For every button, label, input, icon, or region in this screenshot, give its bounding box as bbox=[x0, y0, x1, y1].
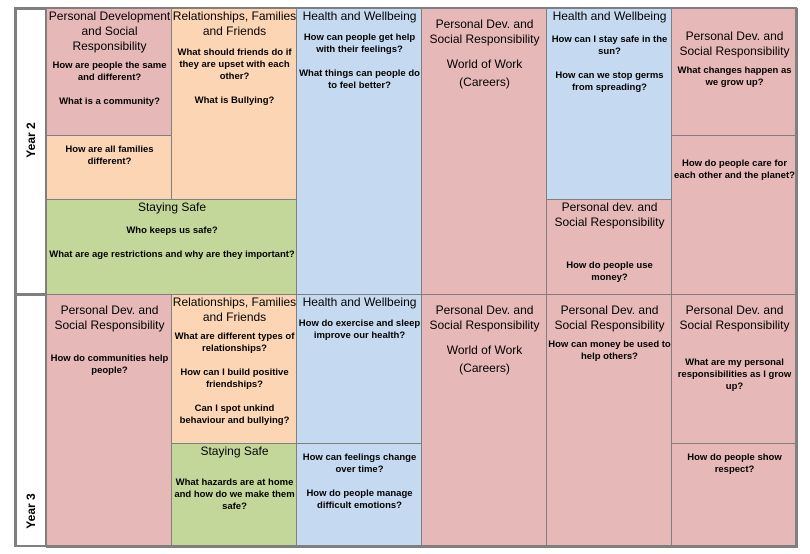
topic-cell: Staying Safe Who keeps us safe? What are a… bbox=[46, 199, 298, 296]
topic-title: Relationships, Families and Friends bbox=[172, 9, 297, 38]
topic-cell: How do people care for each other and th… bbox=[671, 135, 798, 296]
topic-cell: Health and Wellbeing How do exercise and … bbox=[296, 294, 423, 445]
topic-cell: Staying Safe What hazards are at home and… bbox=[171, 443, 298, 548]
topic-question: What things can people do to feel better… bbox=[299, 68, 420, 91]
topic-cell: How do people show respect? bbox=[671, 443, 798, 548]
topic-subtitle: World of Work (Careers) bbox=[446, 57, 523, 89]
topic-title: Personal dev. and Social Responsibility bbox=[554, 200, 665, 229]
topic-title: Personal Development and Social Responsi… bbox=[48, 9, 171, 53]
topic-question: How do people show respect? bbox=[687, 452, 782, 475]
row-label: Year 3 bbox=[15, 294, 47, 547]
topic-cell: Personal Dev. and Social Responsibility W… bbox=[421, 294, 548, 548]
topic-question: What changes happen as we grow up? bbox=[677, 65, 792, 88]
topic-cell: Health and Wellbeing How can people get h… bbox=[296, 8, 423, 296]
topic-question: How do exercise and sleep improve our he… bbox=[298, 318, 421, 341]
topic-question: How do people care for each other and th… bbox=[674, 158, 795, 181]
topic-cell: Personal Dev. and Social Responsibility H… bbox=[46, 294, 173, 548]
topic-question: What hazards are at home and how do we m… bbox=[174, 477, 295, 512]
topic-question: How are all families different? bbox=[65, 144, 154, 167]
topic-question: What are different types of relationship… bbox=[174, 331, 295, 354]
topic-cell: Personal Dev. and Social Responsibility W… bbox=[671, 294, 798, 445]
topic-title: Health and Wellbeing bbox=[302, 9, 417, 23]
topic-title: Personal Dev. and Social Responsibility bbox=[679, 29, 790, 58]
topic-cell: Personal Dev. and Social Responsibility W… bbox=[421, 8, 548, 296]
topic-cell: Relationships, Families and Friends What … bbox=[171, 8, 298, 201]
topic-question: What are age restrictions and why are th… bbox=[49, 249, 295, 260]
row-label: Year 2 bbox=[15, 8, 47, 295]
year-label: Year 3 bbox=[24, 493, 38, 529]
topic-subtitle: World of Work (Careers) bbox=[446, 343, 523, 375]
topic-question: Can I spot unkind behaviour and bullying… bbox=[179, 403, 290, 426]
topic-question: How can people get help with their feeli… bbox=[303, 32, 416, 55]
topic-question: What should friends do if they are upset… bbox=[177, 47, 292, 82]
topic-title: Staying Safe bbox=[200, 444, 269, 458]
topic-title: Personal Dev. and Social Responsibility bbox=[429, 303, 540, 332]
topic-title: Relationships, Families and Friends bbox=[172, 295, 297, 324]
topic-cell: Personal Development and Social Responsi… bbox=[46, 8, 173, 137]
topic-question: How can feelings change over time? bbox=[302, 452, 417, 475]
topic-title: Health and Wellbeing bbox=[302, 295, 417, 309]
topic-question: How do communities help people? bbox=[50, 353, 169, 376]
topic-question: How can I build positive friendships? bbox=[180, 367, 289, 390]
topic-title: Health and Wellbeing bbox=[552, 9, 667, 23]
topic-title: Staying Safe bbox=[137, 200, 207, 214]
topic-question: How are people the same and different? bbox=[52, 60, 167, 83]
topic-title: Personal Dev. and Social Responsibility bbox=[554, 303, 665, 332]
topic-cell: Personal Dev. and Social Responsibility H… bbox=[546, 294, 673, 548]
topic-cell: How can feelings change over time? How do… bbox=[296, 443, 423, 548]
topic-question: How can I stay safe in the sun? bbox=[551, 34, 668, 57]
topic-question: What are my personal responsibilities as… bbox=[677, 357, 792, 392]
topic-question: How can we stop germs from spreading? bbox=[555, 70, 664, 93]
topic-cell: Personal Dev. and Social Responsibility W… bbox=[671, 8, 798, 137]
year-label: Year 2 bbox=[24, 122, 38, 158]
topic-question: What is Bullying? bbox=[194, 95, 275, 106]
topic-question: How can money be used to help others? bbox=[548, 339, 671, 362]
topic-question: How do people use money? bbox=[566, 260, 653, 283]
topic-cell: Personal dev. and Social Responsibility H… bbox=[546, 199, 673, 296]
topic-question: Who keeps us safe? bbox=[126, 225, 218, 236]
topic-cell: Relationships, Families and Friends What … bbox=[171, 294, 298, 445]
topic-cell: How are all families different? bbox=[46, 135, 173, 201]
topic-cell: Health and Wellbeing How can I stay safe … bbox=[546, 8, 673, 201]
topic-question: What is a community? bbox=[59, 96, 160, 107]
topic-question: How do people manage difficult emotions? bbox=[306, 488, 413, 511]
topic-title: Personal Dev. and Social Responsibility bbox=[679, 303, 790, 332]
topic-title: Personal Dev. and Social Responsibility bbox=[54, 303, 165, 332]
topic-title: Personal Dev. and Social Responsibility bbox=[429, 17, 540, 46]
